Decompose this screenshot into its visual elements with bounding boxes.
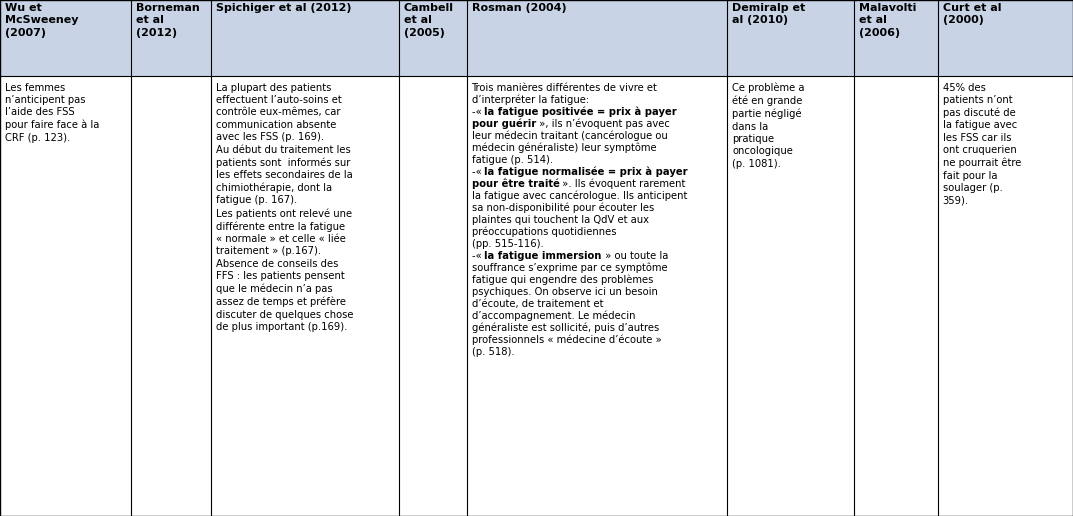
Text: 45% des
patients n’ont
pas discuté de
la fatigue avec
les FSS car ils
ont cruque: 45% des patients n’ont pas discuté de la… xyxy=(942,83,1021,205)
Text: plaintes qui touchent la QdV et aux: plaintes qui touchent la QdV et aux xyxy=(472,215,648,224)
Text: d’interpréter la fatigue:: d’interpréter la fatigue: xyxy=(472,94,589,105)
Text: Borneman
et al
(2012): Borneman et al (2012) xyxy=(135,3,200,38)
Text: », ils n’évoquent pas avec: », ils n’évoquent pas avec xyxy=(535,119,670,129)
Text: d’accompagnement. Le médecin: d’accompagnement. Le médecin xyxy=(472,311,635,321)
Text: souffrance s’exprime par ce symptôme: souffrance s’exprime par ce symptôme xyxy=(472,263,667,273)
Text: -«: -« xyxy=(472,107,484,117)
Text: Curt et al
(2000): Curt et al (2000) xyxy=(942,3,1001,25)
Text: fatigue (p. 514).: fatigue (p. 514). xyxy=(472,155,553,165)
Text: psychiques. On observe ici un besoin: psychiques. On observe ici un besoin xyxy=(472,286,658,297)
Text: leur médecin traitant (cancérologue ou: leur médecin traitant (cancérologue ou xyxy=(472,131,667,141)
Text: la fatigue normalisée = prix à payer: la fatigue normalisée = prix à payer xyxy=(484,167,688,177)
Text: sa non-disponibilité pour écouter les: sa non-disponibilité pour écouter les xyxy=(472,203,653,213)
Text: la fatigue immersion: la fatigue immersion xyxy=(484,251,602,261)
Text: Les femmes
n’anticipent pas
l’aide des FSS
pour faire face à la
CRF (p. 123).: Les femmes n’anticipent pas l’aide des F… xyxy=(4,83,99,143)
Text: professionnels « médecine d’écoute »: professionnels « médecine d’écoute » xyxy=(472,334,661,345)
Text: Cambell
et al
(2005): Cambell et al (2005) xyxy=(403,3,454,38)
Text: la fatigue positivée = prix à payer: la fatigue positivée = prix à payer xyxy=(484,107,677,117)
Text: médecin généraliste) leur symptôme: médecin généraliste) leur symptôme xyxy=(472,142,657,153)
Text: fatigue qui engendre des problèmes: fatigue qui engendre des problèmes xyxy=(472,275,653,285)
Text: -«: -« xyxy=(472,167,484,176)
Text: (p. 518).: (p. 518). xyxy=(472,347,514,357)
Text: la fatigue avec cancérologue. Ils anticipent: la fatigue avec cancérologue. Ils antici… xyxy=(472,190,687,201)
Text: Trois manières différentes de vivre et: Trois manières différentes de vivre et xyxy=(472,83,658,92)
Text: généraliste est sollicité, puis d’autres: généraliste est sollicité, puis d’autres xyxy=(472,322,659,333)
Text: Rosman (2004): Rosman (2004) xyxy=(472,3,567,13)
Text: -«: -« xyxy=(472,251,484,261)
Text: pour guérir: pour guérir xyxy=(472,119,535,129)
Text: d’écoute, de traitement et: d’écoute, de traitement et xyxy=(472,299,603,309)
Text: Malavolti
et al
(2006): Malavolti et al (2006) xyxy=(858,3,916,38)
Text: Wu et
McSweeney
(2007): Wu et McSweeney (2007) xyxy=(4,3,78,38)
Text: préoccupations quotidiennes: préoccupations quotidiennes xyxy=(472,227,616,237)
Bar xyxy=(0,0,1073,76)
Bar xyxy=(0,76,1073,516)
Text: Ce problème a
été en grande
partie négligé
dans la
pratique
oncologique
(p. 1081: Ce problème a été en grande partie négli… xyxy=(732,83,805,169)
Text: » ou toute la: » ou toute la xyxy=(602,251,668,261)
Text: (pp. 515-116).: (pp. 515-116). xyxy=(472,238,543,249)
Text: pour être traité: pour être traité xyxy=(472,179,559,189)
Text: ». Ils évoquent rarement: ». Ils évoquent rarement xyxy=(559,179,686,189)
Text: Spichiger et al (2012): Spichiger et al (2012) xyxy=(217,3,352,13)
Text: La plupart des patients
effectuent l’auto-soins et
contrôle eux-mêmes, car
commu: La plupart des patients effectuent l’aut… xyxy=(217,83,354,332)
Text: Demiralp et
al (2010): Demiralp et al (2010) xyxy=(732,3,806,25)
